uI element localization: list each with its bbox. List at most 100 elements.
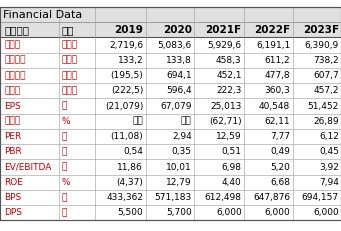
- Text: 4,40: 4,40: [222, 178, 242, 187]
- Text: 67,079: 67,079: [160, 102, 192, 110]
- Text: 12,59: 12,59: [216, 132, 242, 141]
- Text: ROE: ROE: [4, 178, 23, 187]
- Text: %: %: [61, 117, 70, 126]
- Text: 477,8: 477,8: [265, 71, 290, 80]
- Bar: [0, 68, 341, 83]
- Text: 매출액: 매출액: [4, 41, 20, 49]
- Text: EV/EBITDA: EV/EBITDA: [4, 163, 51, 171]
- Text: 5,20: 5,20: [270, 163, 290, 171]
- Bar: [0, 159, 341, 175]
- Text: BPS: BPS: [4, 193, 21, 202]
- Text: 5,700: 5,700: [166, 208, 192, 217]
- Text: 6,98: 6,98: [222, 163, 242, 171]
- Text: 458,3: 458,3: [216, 56, 242, 65]
- Text: 133,8: 133,8: [166, 56, 192, 65]
- Text: 0,49: 0,49: [270, 147, 290, 156]
- Text: 6,000: 6,000: [264, 208, 290, 217]
- Text: 2020: 2020: [163, 25, 192, 35]
- Text: 26,89: 26,89: [313, 117, 339, 126]
- Text: 12,79: 12,79: [166, 178, 192, 187]
- Text: 원: 원: [61, 102, 67, 110]
- Text: PER: PER: [4, 132, 21, 141]
- Text: 5,929,6: 5,929,6: [208, 41, 242, 49]
- Text: 적지: 적지: [132, 117, 143, 126]
- Text: 투자지표: 투자지표: [4, 25, 29, 35]
- Bar: [0, 83, 341, 98]
- Text: 원: 원: [61, 193, 67, 202]
- Text: 흑전: 흑전: [181, 117, 192, 126]
- Text: 457,2: 457,2: [313, 86, 339, 95]
- Text: 647,876: 647,876: [253, 193, 290, 202]
- Text: 607,7: 607,7: [313, 71, 339, 80]
- Text: 7,94: 7,94: [319, 178, 339, 187]
- Text: 133,2: 133,2: [118, 56, 143, 65]
- Text: (195,5): (195,5): [110, 71, 143, 80]
- Text: EPS: EPS: [4, 102, 21, 110]
- Text: 25,013: 25,013: [210, 102, 242, 110]
- Text: 증감율: 증감율: [4, 117, 20, 126]
- Text: 360,3: 360,3: [264, 86, 290, 95]
- Text: 세전이익: 세전이익: [4, 71, 26, 80]
- Text: 2021F: 2021F: [206, 25, 242, 35]
- Text: 단위: 단위: [61, 25, 74, 35]
- Text: 6,191,1: 6,191,1: [256, 41, 290, 49]
- Bar: [0, 114, 341, 129]
- Text: 십억원: 십억원: [61, 71, 78, 80]
- Text: 영업이익: 영업이익: [4, 56, 26, 65]
- Text: %: %: [61, 178, 70, 187]
- Text: 738,2: 738,2: [313, 56, 339, 65]
- Text: 0,35: 0,35: [172, 147, 192, 156]
- Text: 51,452: 51,452: [308, 102, 339, 110]
- Text: 694,1: 694,1: [166, 71, 192, 80]
- Text: 10,01: 10,01: [166, 163, 192, 171]
- Text: 5,083,6: 5,083,6: [158, 41, 192, 49]
- Bar: [0, 129, 341, 144]
- Text: 452,1: 452,1: [216, 71, 242, 80]
- Bar: [0, 98, 341, 114]
- Text: 611,2: 611,2: [265, 56, 290, 65]
- Text: 11,86: 11,86: [117, 163, 143, 171]
- Text: 694,157: 694,157: [302, 193, 339, 202]
- Text: 순이익: 순이익: [4, 86, 20, 95]
- Bar: [0, 22, 341, 37]
- Text: DPS: DPS: [4, 208, 22, 217]
- Text: 2,719,6: 2,719,6: [109, 41, 143, 49]
- Text: Financial Data: Financial Data: [3, 9, 83, 20]
- Text: 6,68: 6,68: [270, 178, 290, 187]
- Text: 433,362: 433,362: [106, 193, 143, 202]
- Bar: [0, 37, 341, 53]
- Bar: [0, 144, 341, 159]
- Text: 원: 원: [61, 208, 67, 217]
- Text: (222,5): (222,5): [111, 86, 143, 95]
- Text: 222,3: 222,3: [216, 86, 242, 95]
- Text: 612,498: 612,498: [205, 193, 242, 202]
- Text: 2022F: 2022F: [254, 25, 290, 35]
- Text: 2023F: 2023F: [303, 25, 339, 35]
- Bar: [0, 175, 341, 190]
- Bar: [0, 205, 341, 220]
- Text: (21,079): (21,079): [105, 102, 143, 110]
- Text: 배: 배: [61, 132, 67, 141]
- Text: 0,45: 0,45: [319, 147, 339, 156]
- Text: (11,08): (11,08): [110, 132, 143, 141]
- Text: 596,4: 596,4: [166, 86, 192, 95]
- Text: (62,71): (62,71): [209, 117, 242, 126]
- Text: 571,183: 571,183: [154, 193, 192, 202]
- Bar: [0, 53, 341, 68]
- Text: 6,12: 6,12: [319, 132, 339, 141]
- Text: (4,37): (4,37): [116, 178, 143, 187]
- Text: 십억원: 십억원: [61, 41, 78, 49]
- Text: 6,000: 6,000: [216, 208, 242, 217]
- Text: 십억원: 십억원: [61, 56, 78, 65]
- Text: 6,390,9: 6,390,9: [305, 41, 339, 49]
- Text: 7,77: 7,77: [270, 132, 290, 141]
- Text: 0,51: 0,51: [222, 147, 242, 156]
- Text: 2019: 2019: [114, 25, 143, 35]
- Text: PBR: PBR: [4, 147, 22, 156]
- Text: 배: 배: [61, 147, 67, 156]
- Text: 배: 배: [61, 163, 67, 171]
- Text: 62,11: 62,11: [265, 117, 290, 126]
- Text: 0,54: 0,54: [123, 147, 143, 156]
- Bar: [0, 190, 341, 205]
- Text: 2,94: 2,94: [172, 132, 192, 141]
